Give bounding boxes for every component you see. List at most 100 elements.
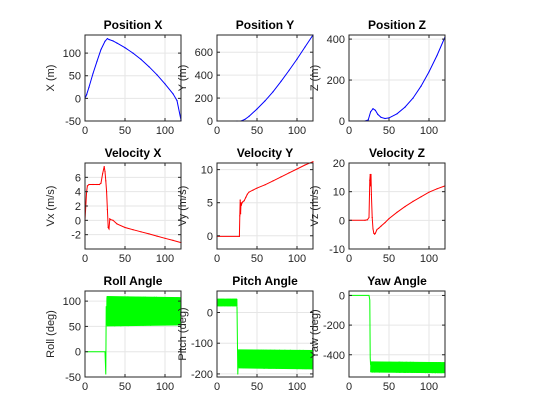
y-axis-label-yaw-angle: Yaw (deg) bbox=[309, 309, 321, 358]
y-axis-label-velocity-y: Vy (m/s) bbox=[177, 186, 189, 227]
data-point-position-x bbox=[88, 86, 90, 88]
data-point-velocity-x bbox=[102, 173, 104, 175]
data-point-velocity-y bbox=[245, 196, 247, 198]
data-point-velocity-y bbox=[241, 202, 243, 204]
x-tick-label: 0 bbox=[346, 125, 352, 137]
x-tick-label: 0 bbox=[82, 125, 88, 137]
data-point-velocity-y bbox=[239, 215, 241, 217]
data-point-position-y bbox=[280, 80, 282, 82]
data-point-position-y bbox=[304, 46, 306, 48]
plot-area-yaw-angle bbox=[349, 294, 446, 374]
plot-area-pitch-angle bbox=[216, 298, 314, 375]
x-tick-label: 100 bbox=[288, 381, 306, 393]
y-tick-label: 50 bbox=[69, 71, 81, 83]
data-point-position-z bbox=[384, 117, 386, 120]
data-point-velocity-x bbox=[116, 223, 118, 225]
y-tick-label: -50 bbox=[65, 116, 81, 128]
data-point-position-x bbox=[86, 94, 88, 96]
x-tick-label: 50 bbox=[251, 381, 263, 393]
data-point-velocity-y bbox=[242, 201, 244, 203]
data-point-velocity-z bbox=[420, 196, 422, 198]
data-point-position-z bbox=[396, 113, 398, 115]
axes-box-position-x bbox=[84, 34, 182, 122]
data-point-velocity-x bbox=[92, 183, 94, 186]
data-point-position-x bbox=[172, 93, 174, 95]
axes-box-yaw-angle bbox=[348, 290, 446, 378]
data-point-velocity-z bbox=[412, 200, 414, 202]
subplot-title-position-x: Position X bbox=[104, 18, 163, 32]
data-point-velocity-x bbox=[132, 229, 134, 231]
data-point-position-x bbox=[176, 100, 178, 102]
y-tick-label: 100 bbox=[63, 48, 81, 60]
subplot-title-yaw-angle: Yaw Angle bbox=[367, 274, 427, 288]
data-point-velocity-x bbox=[104, 171, 106, 173]
x-tick-label: 100 bbox=[420, 253, 438, 265]
data-point-position-x bbox=[108, 38, 110, 41]
x-tick-label: 50 bbox=[119, 381, 131, 393]
data-point-velocity-y bbox=[240, 213, 242, 215]
y-tick-label: -400 bbox=[323, 350, 345, 362]
x-tick-label: 50 bbox=[119, 253, 131, 265]
subplot-title-pitch-angle: Pitch Angle bbox=[232, 274, 298, 288]
y-tick-label: -10 bbox=[329, 244, 345, 256]
subplot-title-roll-angle: Roll Angle bbox=[104, 274, 163, 288]
y-axis-label-roll-angle: Roll (deg) bbox=[45, 310, 57, 358]
data-point-velocity-z bbox=[436, 188, 438, 190]
subplot-pitch-angle: 0 50 100 -200 -100 0 Pitch Angle Pitch (deg) bbox=[177, 274, 314, 393]
data-point-velocity-y bbox=[312, 161, 314, 163]
y-tick-label: 20 bbox=[333, 158, 345, 170]
data-point-position-x bbox=[104, 40, 106, 42]
data-point-position-y bbox=[296, 58, 298, 60]
data-point-velocity-z bbox=[368, 216, 370, 219]
x-tick-label: 0 bbox=[82, 253, 88, 265]
x-tick-label: 50 bbox=[251, 253, 263, 265]
data-point-velocity-x bbox=[148, 233, 150, 235]
data-point-position-x bbox=[124, 47, 126, 49]
data-point-velocity-y bbox=[248, 191, 250, 193]
y-tick-label: 0 bbox=[207, 231, 213, 243]
x-tick-label: 50 bbox=[251, 125, 263, 137]
transition-pitch-angle bbox=[236, 306, 240, 375]
data-point-velocity-z bbox=[372, 228, 374, 230]
y-axis-label-position-z: Z (m) bbox=[309, 65, 321, 91]
data-point-position-z bbox=[428, 71, 430, 73]
data-point-velocity-y bbox=[280, 176, 282, 178]
data-point-velocity-y bbox=[252, 189, 254, 191]
subplot-title-velocity-y: Velocity Y bbox=[237, 146, 293, 160]
axes-box-position-y bbox=[216, 34, 314, 122]
x-tick-label: 50 bbox=[383, 125, 395, 137]
data-point-velocity-z bbox=[364, 219, 366, 221]
axes-box-position-z bbox=[348, 34, 446, 122]
data-point-position-x bbox=[156, 74, 158, 76]
data-point-position-z bbox=[404, 106, 406, 108]
data-point-velocity-z bbox=[376, 228, 378, 231]
subplot-title-position-z: Position Z bbox=[368, 18, 426, 32]
x-tick-label: 0 bbox=[214, 253, 220, 265]
baseline-yaw-angle bbox=[349, 294, 372, 366]
y-axis-label-velocity-x: Vx (m/s) bbox=[45, 186, 57, 227]
axes-box-velocity-z bbox=[348, 162, 446, 250]
data-point-velocity-z bbox=[370, 193, 372, 196]
x-tick-label: 0 bbox=[346, 381, 352, 393]
y-tick-label: -2 bbox=[71, 230, 81, 242]
data-point-velocity-x bbox=[109, 218, 111, 220]
series-line-velocity-y bbox=[217, 161, 314, 237]
data-point-position-z bbox=[377, 113, 379, 115]
x-tick-label: 100 bbox=[420, 125, 438, 137]
y-tick-label: 400 bbox=[327, 34, 345, 46]
x-tick-label: 0 bbox=[82, 381, 88, 393]
data-point-velocity-x bbox=[172, 239, 174, 241]
data-point-velocity-x bbox=[88, 183, 90, 186]
data-point-velocity-y bbox=[304, 164, 306, 166]
data-point-velocity-z bbox=[369, 179, 371, 181]
data-point-velocity-z bbox=[396, 211, 398, 213]
y-tick-label: 100 bbox=[63, 296, 81, 308]
data-point-velocity-y bbox=[272, 180, 274, 182]
y-tick-label: 5 bbox=[207, 198, 213, 210]
data-point-position-x bbox=[164, 83, 166, 85]
